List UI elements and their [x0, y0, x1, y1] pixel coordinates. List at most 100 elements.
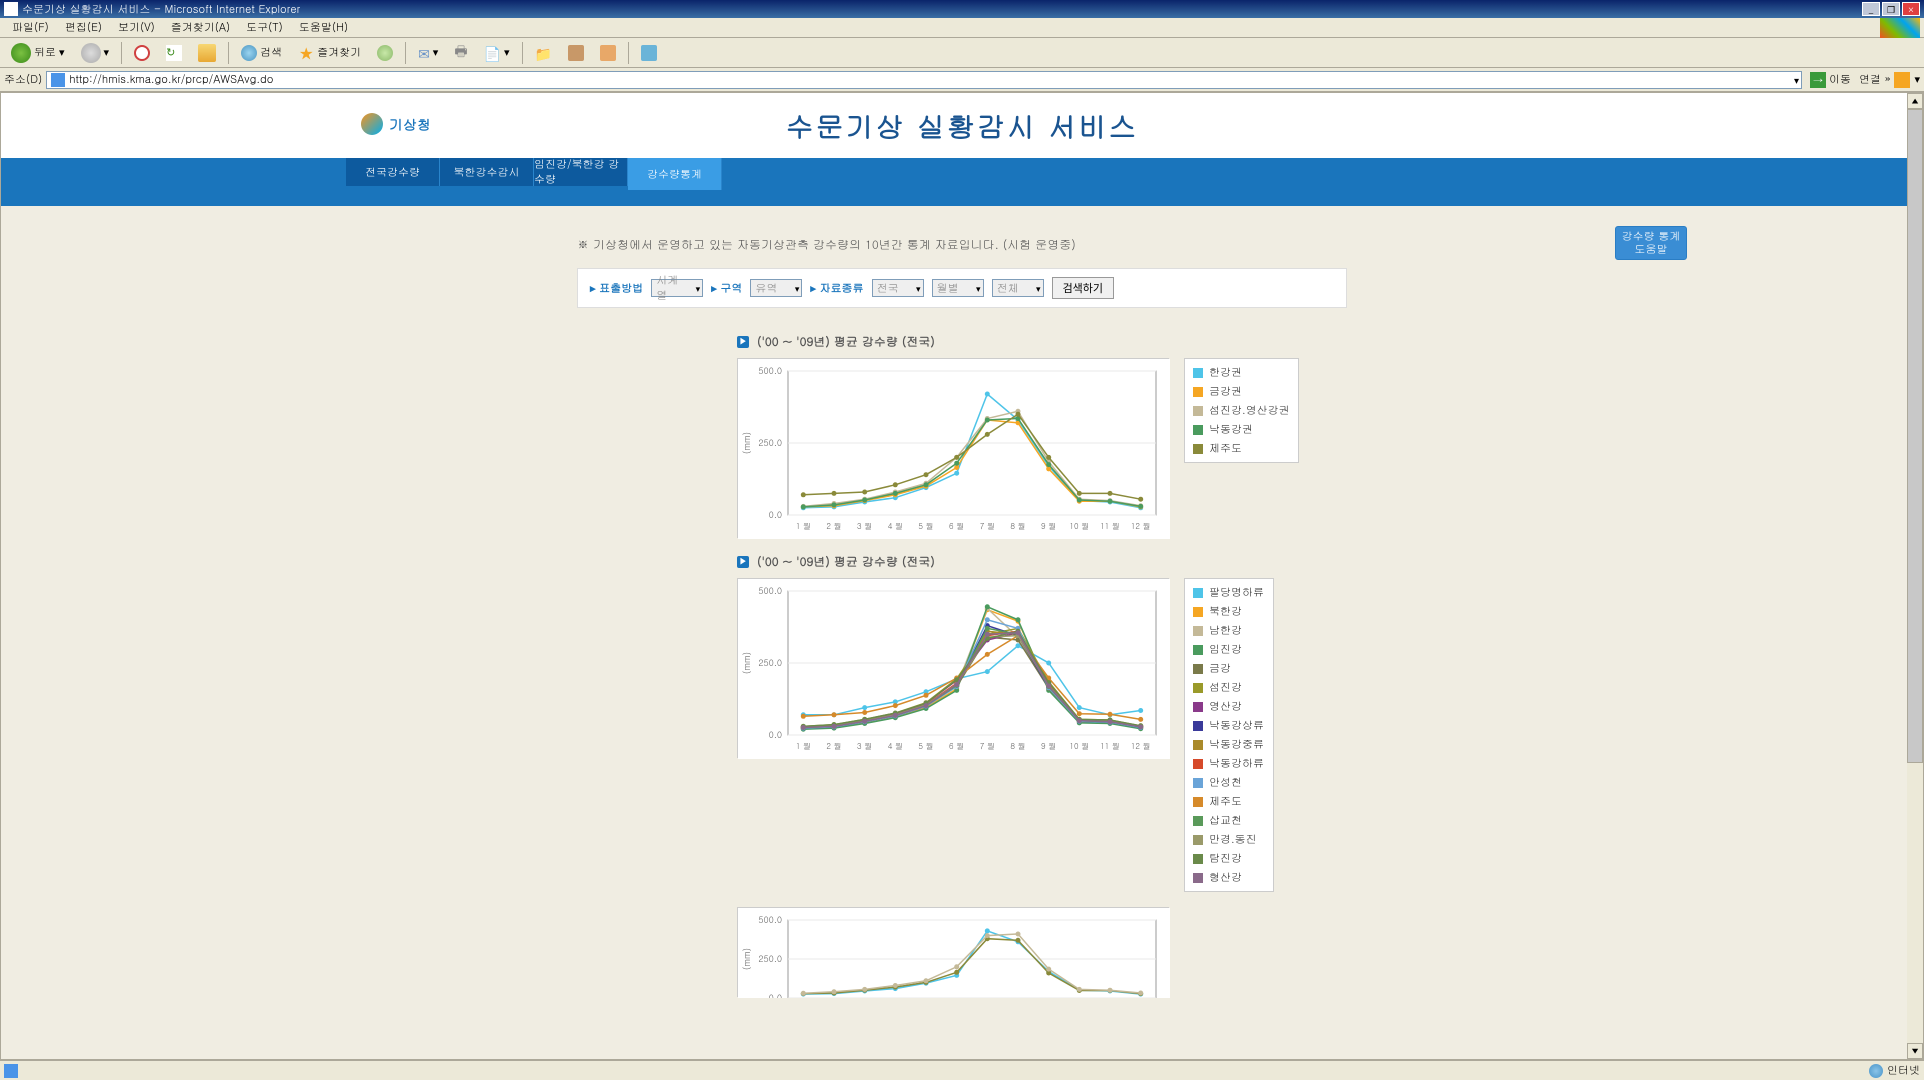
menu-3[interactable]: 즐겨찾기(A) — [163, 18, 238, 37]
svg-text:500.0: 500.0 — [758, 364, 782, 377]
nav-tab-1[interactable]: 북한강수감시 — [440, 158, 534, 186]
svg-text:2 월: 2 월 — [826, 521, 841, 532]
chart-title-1: ▶('00 ~ '09년) 평균 강수량 (전국) — [577, 553, 1347, 570]
chart-legend-1: 팔당명하류북한강남한강임진강금강섬진강영산강낙동강상류낙동강중류낙동강하류안성천… — [1184, 578, 1274, 892]
tool3-button[interactable] — [634, 42, 664, 64]
window-title: 수문기상 실황감시 서비스 - Microsoft Internet Explo… — [22, 2, 300, 17]
legend-item: 삽교천 — [1189, 811, 1269, 830]
legend-item: 안성천 — [1189, 773, 1269, 792]
svg-text:4 월: 4 월 — [888, 521, 903, 532]
tool1-button[interactable] — [561, 42, 591, 64]
home-button[interactable] — [191, 41, 223, 65]
svg-text:11 월: 11 월 — [1100, 521, 1120, 532]
svg-text:11 월: 11 월 — [1100, 741, 1120, 752]
nav-tab-2[interactable]: 임진강/북한강 강수량 — [534, 158, 628, 186]
description-text: ※ 기상청에서 운영하고 있는 자동기상관측 강수량의 10년간 통계 자료입니… — [577, 236, 1347, 253]
back-button[interactable]: 뒤로 ▾ — [4, 40, 72, 66]
svg-text:8 월: 8 월 — [1010, 741, 1025, 752]
filter3-label: 자료종류 — [810, 281, 863, 296]
svg-text:(mm): (mm) — [740, 432, 753, 454]
svg-text:250.0: 250.0 — [758, 952, 782, 965]
legend-item: 탐진강 — [1189, 849, 1269, 868]
filter3-select[interactable]: 전국 — [872, 279, 924, 297]
close-button[interactable]: × — [1902, 2, 1920, 16]
legend-item: 임진강 — [1189, 640, 1269, 659]
filter5-select[interactable]: 전체 — [992, 279, 1044, 297]
filter2-select[interactable]: 유역 — [750, 279, 802, 297]
stop-button[interactable] — [127, 42, 157, 64]
edit-icon: 📄 — [484, 43, 501, 63]
minimize-button[interactable]: _ — [1862, 2, 1880, 16]
forward-button[interactable]: ▾ — [74, 40, 117, 66]
legend-item: 만경.동진 — [1189, 830, 1269, 849]
go-button[interactable]: → 이동 — [1806, 70, 1855, 90]
chart-title-0: ▶('00 ~ '09년) 평균 강수량 (전국) — [577, 333, 1347, 350]
legend-item: 낙동강중류 — [1189, 735, 1269, 754]
filter4-select[interactable]: 월별 — [932, 279, 984, 297]
svg-text:500.0: 500.0 — [758, 913, 782, 926]
tool2-icon — [600, 45, 616, 61]
filter1-select[interactable]: 시계열 — [651, 279, 703, 297]
content-area: 기상청 수문기상 실황감시 서비스 전국강수량북한강수감시임진강/북한강 강수량… — [0, 92, 1924, 1060]
svg-text:0.0: 0.0 — [769, 991, 782, 998]
internet-zone-icon — [1869, 1064, 1883, 1078]
address-input[interactable]: http://hmis.kma.go.kr/prcp/AWSAvg.do — [46, 71, 1802, 89]
legend-item: 북한강 — [1189, 602, 1269, 621]
nav-tab-3[interactable]: 강수량통계 — [628, 158, 722, 190]
windows-logo-icon — [1880, 18, 1920, 38]
legend-item: 섬진강.영산강권 — [1189, 401, 1294, 420]
svg-text:6 월: 6 월 — [949, 741, 964, 752]
legend-item: 금강 — [1189, 659, 1269, 678]
logo-text: 기상청 — [389, 114, 431, 134]
legend-item: 낙동강상류 — [1189, 716, 1269, 735]
svg-text:4 월: 4 월 — [888, 741, 903, 752]
folder-button[interactable]: 📁 — [528, 40, 559, 66]
stop-icon — [134, 45, 150, 61]
scroll-up-button[interactable]: ▲ — [1907, 93, 1923, 109]
window-titlebar: 수문기상 실황감시 서비스 - Microsoft Internet Explo… — [0, 0, 1924, 18]
menu-1[interactable]: 편집(E) — [57, 18, 110, 37]
search-icon — [241, 45, 257, 61]
help-button[interactable]: 강수량 통계 도움말 — [1615, 226, 1687, 260]
chart-2: 0.0 250.0 500.0 (mm) — [737, 907, 1169, 997]
search-button[interactable]: 검색하기 — [1052, 277, 1114, 299]
filter2-label: 구역 — [711, 281, 742, 296]
svg-text:6 월: 6 월 — [949, 521, 964, 532]
legend-item: 형산강 — [1189, 868, 1269, 887]
edit-button[interactable]: 📄▾ — [477, 40, 517, 66]
links-label[interactable]: 연결 — [1859, 72, 1881, 87]
menu-2[interactable]: 보기(V) — [110, 18, 163, 37]
addon-icon[interactable] — [1894, 72, 1910, 88]
favorites-button[interactable]: ★ 즐겨찾기 — [291, 38, 368, 67]
menu-0[interactable]: 파일(F) — [4, 18, 57, 37]
filter1-label: 표출방법 — [590, 281, 643, 296]
tool2-button[interactable] — [593, 42, 623, 64]
menu-4[interactable]: 도구(T) — [238, 18, 291, 37]
print-button[interactable]: 🖶 — [447, 37, 474, 68]
service-title: 수문기상 실황감시 서비스 — [786, 105, 1139, 145]
svg-text:500.0: 500.0 — [758, 584, 782, 597]
chart-1: 0.0250.0500.0(mm)1 월2 월3 월4 월5 월6 월7 월8 … — [737, 578, 1169, 758]
go-icon: → — [1810, 72, 1826, 88]
svg-text:250.0: 250.0 — [758, 656, 782, 669]
maximize-button[interactable]: ❐ — [1882, 2, 1900, 16]
nav-strip: 전국강수량북한강수감시임진강/북한강 강수량강수량통계 — [1, 158, 1923, 206]
history-button[interactable] — [370, 42, 400, 64]
ie-icon — [4, 2, 18, 16]
mail-button[interactable]: ✉▾ — [411, 40, 445, 66]
vertical-scrollbar[interactable]: ▲ ▼ — [1907, 93, 1923, 1059]
page-header: 기상청 수문기상 실황감시 서비스 — [1, 93, 1923, 158]
svg-text:7 월: 7 월 — [980, 741, 995, 752]
refresh-button[interactable]: ↻ — [159, 42, 189, 64]
tool3-icon — [641, 45, 657, 61]
nav-tab-0[interactable]: 전국강수량 — [346, 158, 440, 186]
svg-text:5 월: 5 월 — [918, 521, 933, 532]
svg-text:(mm): (mm) — [740, 652, 753, 674]
svg-text:(mm): (mm) — [740, 948, 753, 970]
legend-item: 남한강 — [1189, 621, 1269, 640]
menu-5[interactable]: 도움말(H) — [291, 18, 356, 37]
search-button[interactable]: 검색 — [234, 42, 289, 64]
print-icon: 🖶 — [454, 40, 467, 65]
scroll-thumb[interactable] — [1907, 109, 1923, 763]
scroll-down-button[interactable]: ▼ — [1907, 1043, 1923, 1059]
